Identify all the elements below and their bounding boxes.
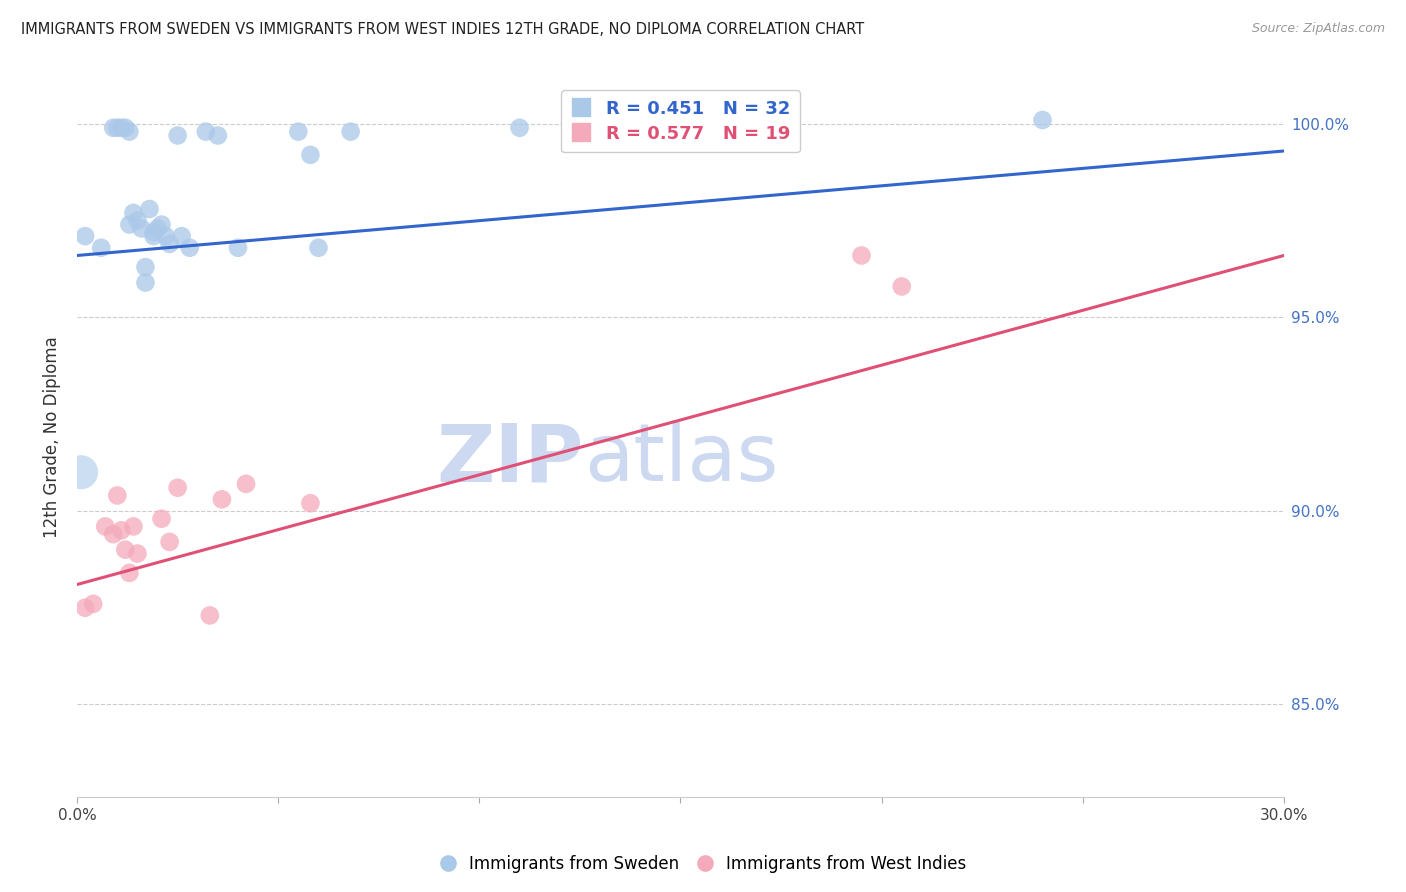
Point (287, 125, 309, 139)
Point (890, 279, 912, 293)
Legend: Immigrants from Sweden, Immigrants from West Indies: Immigrants from Sweden, Immigrants from … (433, 848, 973, 880)
Point (105, 120, 128, 135)
Point (851, 248, 873, 262)
Point (118, 125, 141, 139)
Text: ZIP: ZIP (437, 420, 583, 498)
Point (159, 535, 181, 549)
Point (122, 206, 145, 220)
Point (75, 229, 97, 244)
Point (134, 260, 156, 274)
Point (134, 276, 156, 290)
Point (170, 229, 193, 244)
Point (159, 236, 181, 251)
Point (155, 229, 177, 244)
Point (118, 566, 141, 580)
Point (70, 465, 93, 479)
Point (103, 527, 125, 541)
Text: atlas: atlas (583, 420, 779, 498)
Point (179, 241, 201, 255)
Point (150, 218, 173, 232)
Point (114, 542, 136, 557)
Point (166, 128, 188, 143)
Point (110, 524, 132, 538)
Point (207, 128, 229, 143)
Point (146, 221, 169, 235)
Text: Source: ZipAtlas.com: Source: ZipAtlas.com (1251, 22, 1385, 36)
Point (122, 519, 145, 533)
Point (211, 492, 233, 507)
Point (235, 476, 257, 491)
Point (339, 125, 361, 139)
Point (142, 229, 165, 244)
Legend: R = 0.451   N = 32, R = 0.577   N = 19: R = 0.451 N = 32, R = 0.577 N = 19 (561, 90, 800, 153)
Point (299, 148, 322, 162)
Point (299, 496, 322, 510)
Point (103, 120, 125, 135)
Point (82, 597, 104, 611)
Point (127, 547, 149, 561)
Point (307, 241, 329, 255)
Point (90, 241, 112, 255)
Point (138, 202, 160, 216)
Text: IMMIGRANTS FROM SWEDEN VS IMMIGRANTS FROM WEST INDIES 12TH GRADE, NO DIPLOMA COR: IMMIGRANTS FROM SWEDEN VS IMMIGRANTS FRO… (21, 22, 865, 37)
Point (142, 225, 165, 239)
Point (509, 120, 531, 135)
Point (110, 120, 132, 135)
Point (118, 218, 141, 232)
Point (94, 519, 117, 533)
Point (75, 600, 97, 615)
Point (166, 481, 188, 495)
Point (105, 488, 128, 502)
Point (194, 125, 217, 139)
Point (1031, 113, 1053, 128)
Point (226, 241, 249, 255)
Point (150, 511, 173, 525)
Point (114, 120, 136, 135)
Point (131, 221, 153, 235)
Point (127, 213, 149, 227)
Point (198, 608, 221, 623)
Y-axis label: 12th Grade, No Diploma: 12th Grade, No Diploma (44, 336, 60, 538)
